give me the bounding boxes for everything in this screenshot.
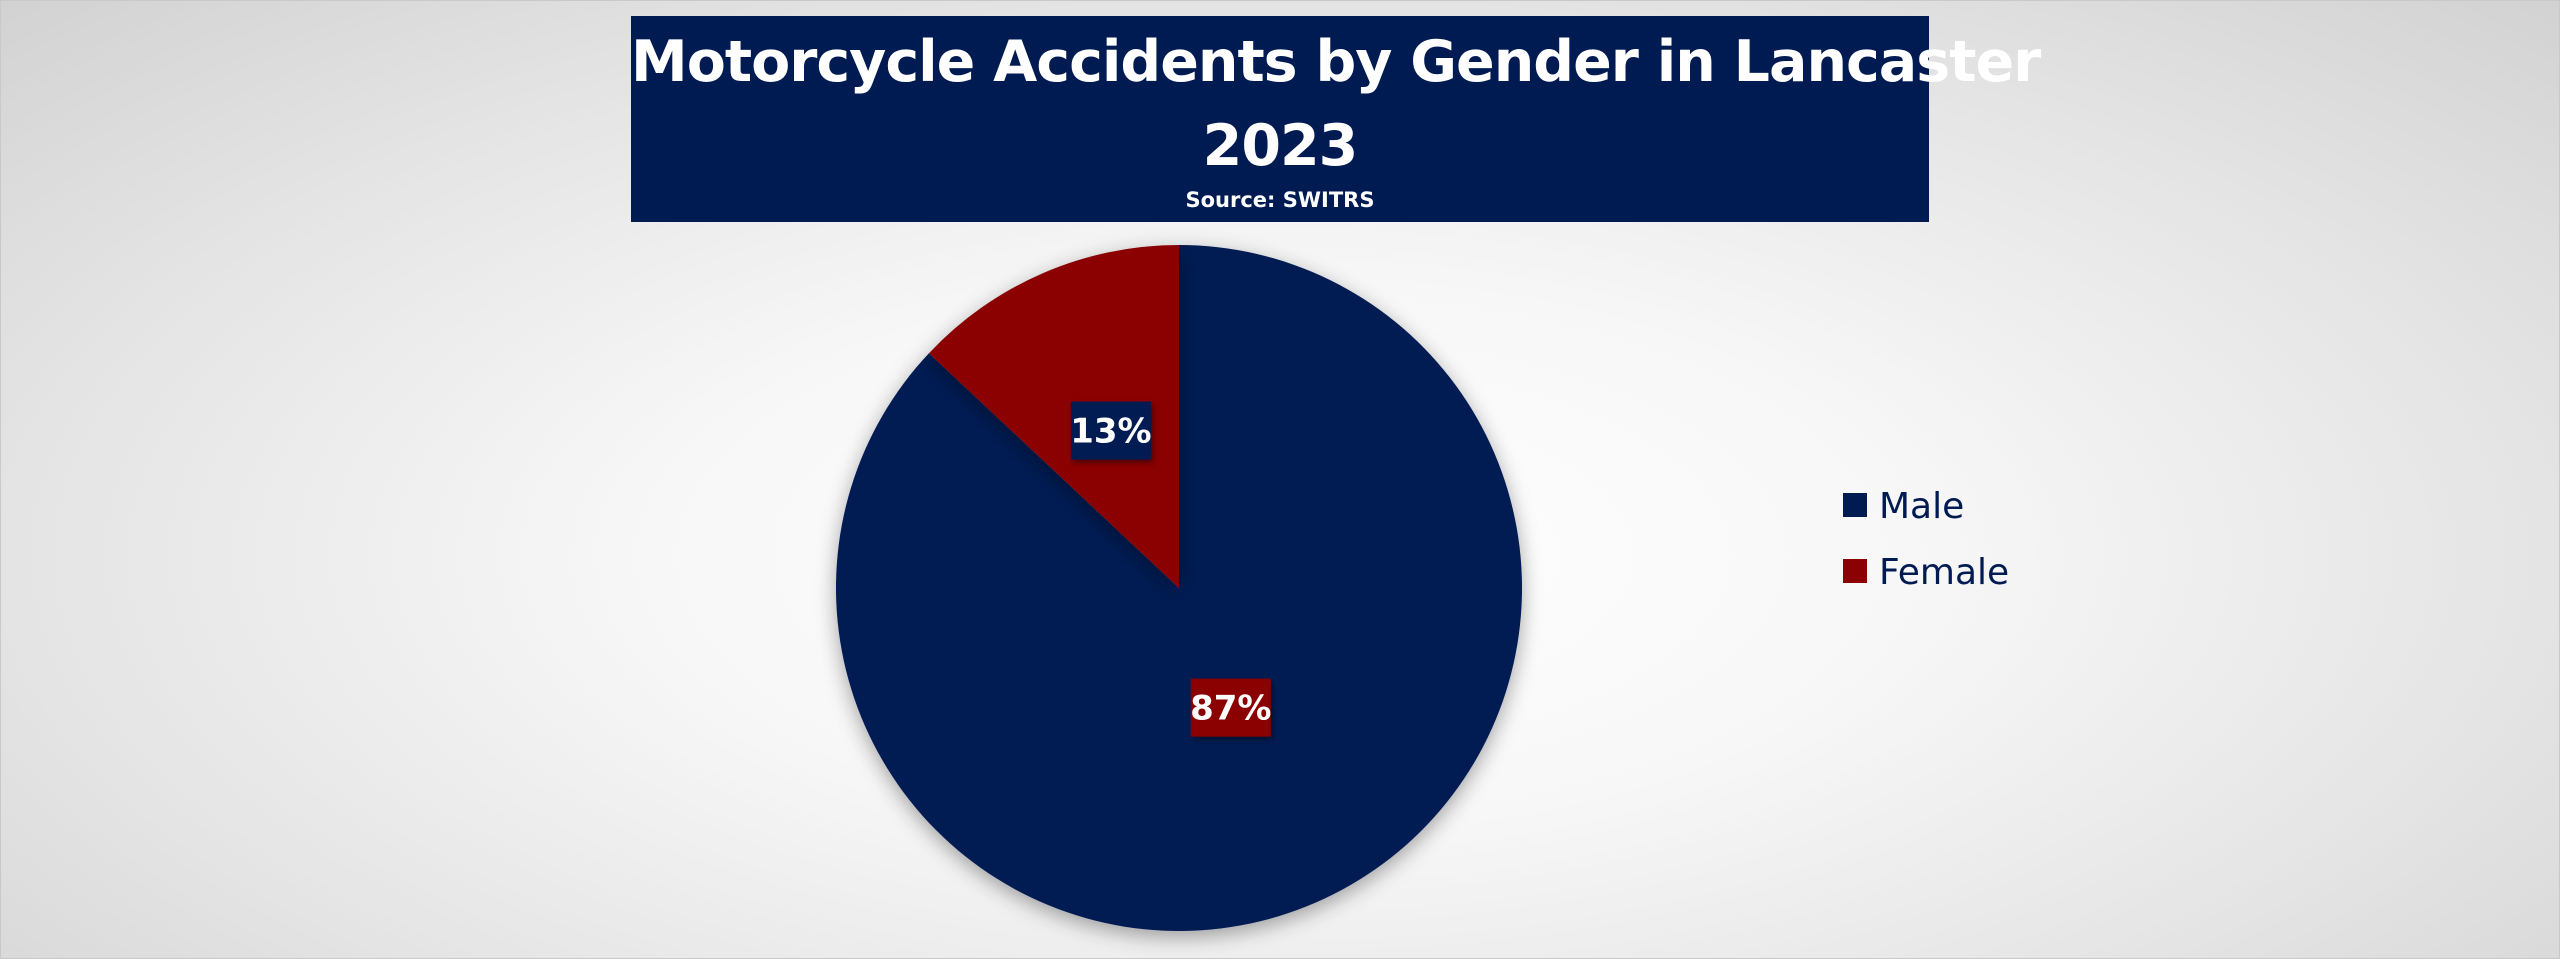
data-label-text-female: 13% <box>1070 412 1151 452</box>
data-label-box-male <box>1190 678 1271 737</box>
data-label-male: 87% <box>1190 678 1271 737</box>
data-label-text-male: 87% <box>1190 689 1271 729</box>
pie-slice-female <box>928 245 1179 588</box>
pie-data-labels: 87% 13% <box>1070 401 1271 737</box>
legend-item-male: Male <box>1843 486 1964 527</box>
data-label-female: 13% <box>1070 401 1152 460</box>
legend-label-male: Male <box>1879 486 1964 527</box>
legend-label-female: Female <box>1879 552 2009 593</box>
chart-title-line-2: 2023 <box>1202 113 1359 179</box>
legend-swatch-male <box>1843 493 1867 517</box>
pie-slices <box>835 245 1522 931</box>
legend-swatch-female <box>1843 559 1867 583</box>
legend-item-female: Female <box>1843 552 2009 593</box>
chart-subtitle: Source: SWITRS <box>1185 188 1375 212</box>
legend: Male Female <box>1843 486 2009 593</box>
chart-title-line-1: Motorcycle Accidents by Gender in Lancas… <box>631 29 2041 95</box>
title-banner: Motorcycle Accidents by Gender in Lancas… <box>631 16 2041 222</box>
data-label-box-female <box>1070 401 1151 460</box>
